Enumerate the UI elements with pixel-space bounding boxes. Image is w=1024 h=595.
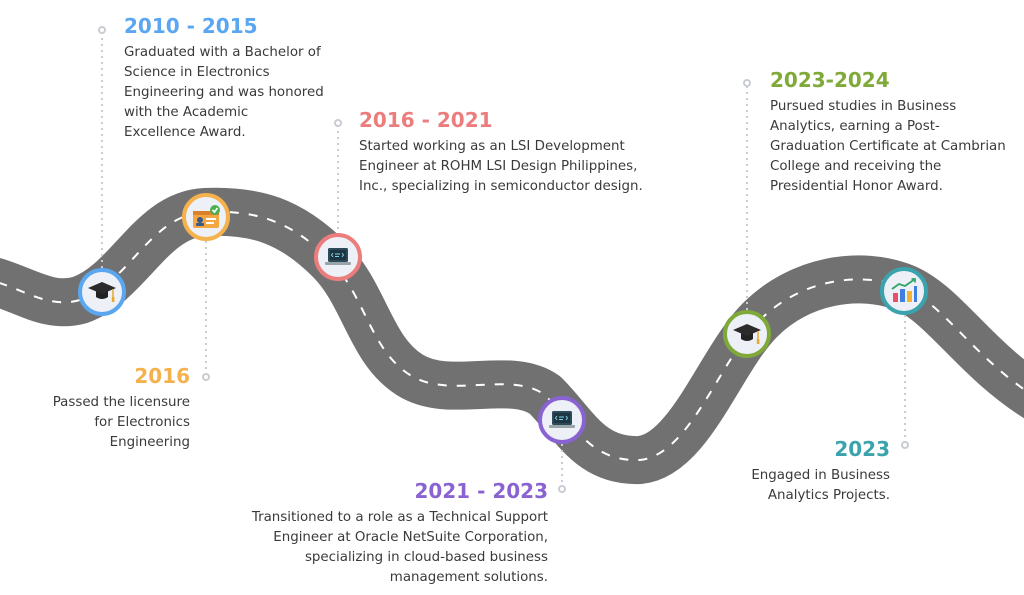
milestone-node-2021-2023 [538, 396, 586, 444]
graduation-cap-icon [88, 282, 116, 302]
milestone-2023: 2023 Engaged in Business Analytics Proje… [730, 437, 890, 506]
milestone-2021-2023: 2021 - 2023 Transitioned to a role as a … [226, 479, 548, 588]
graduation-cap-icon [733, 324, 761, 344]
road-center-line [0, 210, 1024, 462]
license-card-icon [193, 205, 220, 228]
milestone-2023-2024: 2023-2024 Pursued studies in Business An… [770, 68, 1010, 197]
milestone-node-2023-2024 [723, 310, 771, 358]
connector-dot [558, 485, 566, 493]
milestone-2010-2015: 2010 - 2015 Graduated with a Bachelor of… [124, 14, 324, 143]
milestone-node-2016 [182, 193, 230, 241]
milestone-year: 2023 [834, 437, 890, 461]
milestone-2016: 2016 Passed the licensure for Electronic… [40, 364, 190, 453]
milestone-year: 2023-2024 [770, 68, 890, 92]
laptop-code-icon [549, 411, 575, 428]
connector-dot [98, 26, 106, 34]
milestone-description: Transitioned to a role as a Technical Su… [251, 510, 548, 585]
connector-dot [334, 119, 342, 127]
laptop-code-icon [325, 248, 351, 265]
milestone-node-2023 [880, 267, 928, 315]
milestone-description: Graduated with a Bachelor of Science in … [124, 45, 324, 140]
milestone-description: Started working as an LSI Development En… [359, 139, 643, 194]
milestone-node-2010-2015 [78, 268, 126, 316]
milestone-node-2016-2021 [314, 233, 362, 281]
milestone-year: 2016 - 2021 [359, 108, 493, 132]
connector-dot [901, 441, 909, 449]
milestone-year: 2021 - 2023 [414, 479, 548, 503]
milestone-year: 2016 [134, 364, 190, 388]
milestone-year: 2010 - 2015 [124, 14, 258, 38]
connector-dot [743, 79, 751, 87]
milestone-description: Pursued studies in Business Analytics, e… [770, 99, 1006, 194]
milestone-description: Engaged in Business Analytics Projects. [751, 468, 890, 503]
bar-chart-icon [891, 278, 917, 302]
milestone-description: Passed the licensure for Electronics Eng… [52, 395, 190, 450]
milestone-2016-2021: 2016 - 2021 Started working as an LSI De… [359, 108, 659, 197]
connector-dot [202, 373, 210, 381]
